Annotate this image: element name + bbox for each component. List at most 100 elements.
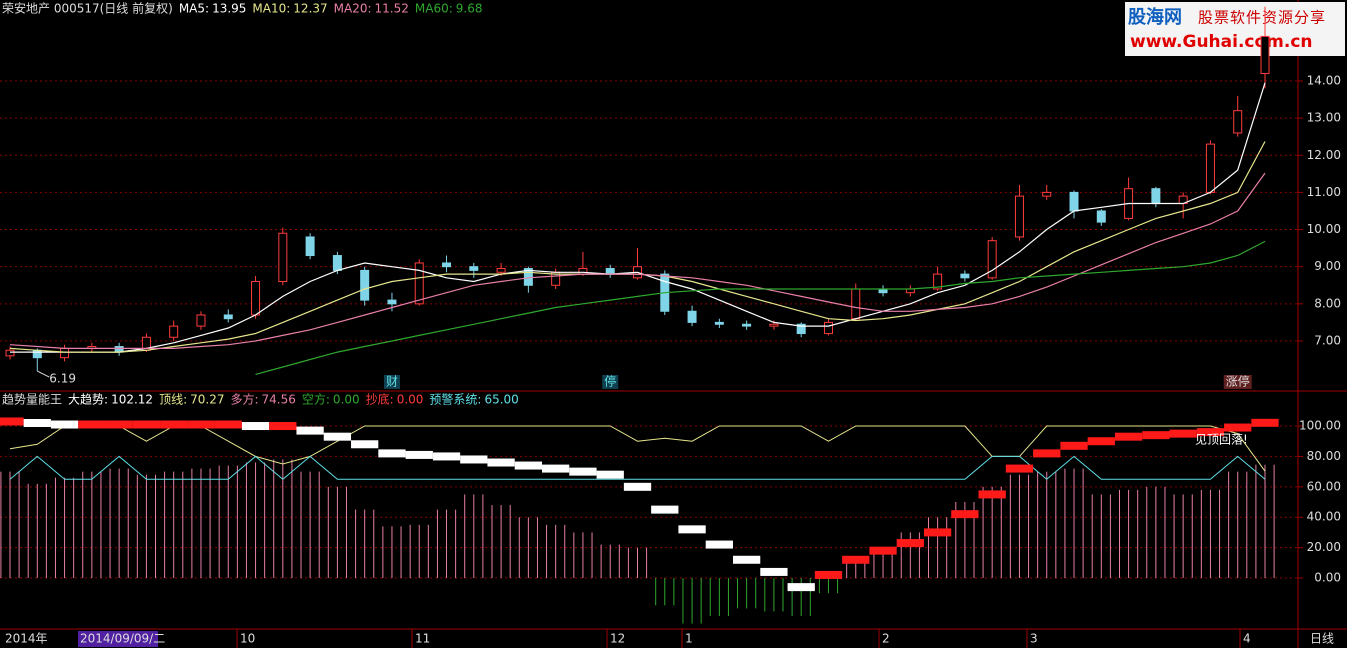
header-value: 11.52 — [375, 2, 409, 16]
trend-step — [351, 440, 379, 449]
trend-step — [487, 458, 515, 467]
candle-body — [714, 321, 724, 325]
trend-step — [814, 570, 843, 579]
y-tick-label: 8.00 — [1314, 296, 1341, 310]
event-marker-box — [602, 375, 619, 389]
trend-step — [732, 555, 761, 564]
trend-step — [269, 422, 297, 431]
trend-step — [623, 482, 652, 491]
candle-body — [1260, 35, 1270, 75]
trend-step — [978, 490, 1006, 499]
line — [9, 455, 1266, 480]
trend-step — [78, 420, 106, 429]
trend-step — [160, 420, 188, 429]
logo-slogan: 股票软件资源分享 — [1198, 9, 1326, 27]
time-label: 1 — [685, 632, 693, 646]
candle-body — [769, 323, 779, 327]
trend-step — [760, 567, 788, 576]
header-label: 抄底: — [366, 392, 394, 407]
header-label: 多方: — [230, 392, 258, 407]
time-label: 10 — [240, 632, 255, 646]
header-label: MA20: — [334, 2, 372, 16]
candle-body — [851, 288, 861, 320]
candle-body — [1014, 195, 1024, 238]
header-label: 预警系统: — [429, 392, 481, 407]
trend-step — [105, 420, 133, 429]
price-panel — [0, 6, 1298, 375]
logo-url: www.Guhai.com.cn — [1130, 32, 1313, 52]
header-value: 74.56 — [262, 393, 296, 407]
annotation: 见顶回落! — [1195, 433, 1248, 447]
trend-step — [596, 470, 624, 479]
header-value: 70.27 — [190, 393, 224, 407]
candle-body — [414, 262, 424, 305]
event-marker: 财 — [386, 375, 398, 389]
candle-body — [1096, 210, 1106, 223]
header-value: 0.00 — [397, 393, 424, 407]
trend-step — [132, 420, 161, 429]
candle-body — [687, 310, 697, 323]
header-value: 0.00 — [333, 393, 360, 407]
trend-step — [432, 452, 461, 461]
event-marker-box — [1223, 375, 1252, 389]
header-value: 65.00 — [484, 393, 518, 407]
y-tick-label: 12.00 — [1307, 148, 1341, 162]
low-label: 6.19 — [49, 372, 76, 386]
candle-body — [32, 349, 42, 359]
candle-body — [360, 269, 370, 301]
logo: 股海网 股票软件资源分享 www.Guhai.com.cn — [1125, 2, 1345, 56]
candle-body — [496, 268, 506, 273]
candle-body — [1151, 188, 1161, 205]
time-label: 2014年 — [5, 632, 48, 646]
y-tick-label: 13.00 — [1307, 111, 1341, 125]
y-tick-label: 14.00 — [1307, 73, 1341, 87]
trend-step — [323, 432, 352, 441]
header-value: 102.12 — [111, 393, 153, 407]
header-label: 大趋势: — [68, 393, 108, 407]
header-value: 13.95 — [212, 2, 246, 16]
trend-step — [1142, 431, 1170, 440]
trend-step — [787, 583, 815, 592]
time-label: 2 — [882, 632, 890, 646]
trend-step — [869, 546, 897, 555]
trend-step — [1005, 464, 1034, 473]
line — [9, 425, 1266, 472]
candle-body — [578, 268, 588, 275]
trend-step — [651, 505, 679, 514]
trend-step — [50, 420, 79, 429]
header-label: MA5: — [179, 2, 209, 16]
trend-step — [1224, 423, 1252, 432]
time-label: 12 — [610, 632, 625, 646]
trend-step — [542, 464, 570, 473]
trend-step — [214, 420, 242, 429]
event-marker: 涨停 — [1226, 374, 1250, 389]
y-tick-label: 9.00 — [1314, 259, 1341, 273]
candle-body — [605, 268, 615, 275]
y-tick-label: 80.00 — [1307, 449, 1341, 463]
trend-step — [460, 455, 488, 464]
y-tick-label: 0.00 — [1314, 571, 1341, 585]
candle-body — [469, 266, 479, 271]
trend-step — [1033, 449, 1061, 458]
logo-name: 股海网 — [1127, 6, 1182, 28]
candle-body — [960, 273, 970, 279]
y-tick-label: 40.00 — [1307, 510, 1341, 524]
date-highlight — [78, 631, 158, 647]
y-tick-label: 20.00 — [1307, 540, 1341, 554]
trend-step — [923, 528, 952, 537]
low-pointer — [37, 370, 50, 378]
y-tick-label: 11.00 — [1307, 185, 1341, 199]
trend-step — [378, 449, 406, 458]
candle-body — [1069, 191, 1079, 212]
trend-step — [842, 555, 870, 564]
candle-body — [442, 262, 452, 268]
y-tick-label: 10.00 — [1307, 222, 1341, 236]
candle-body — [1042, 191, 1052, 197]
candle-body — [251, 281, 261, 316]
candle-body — [5, 349, 15, 357]
time-label: 4 — [1243, 632, 1251, 646]
trend-step — [705, 540, 733, 549]
